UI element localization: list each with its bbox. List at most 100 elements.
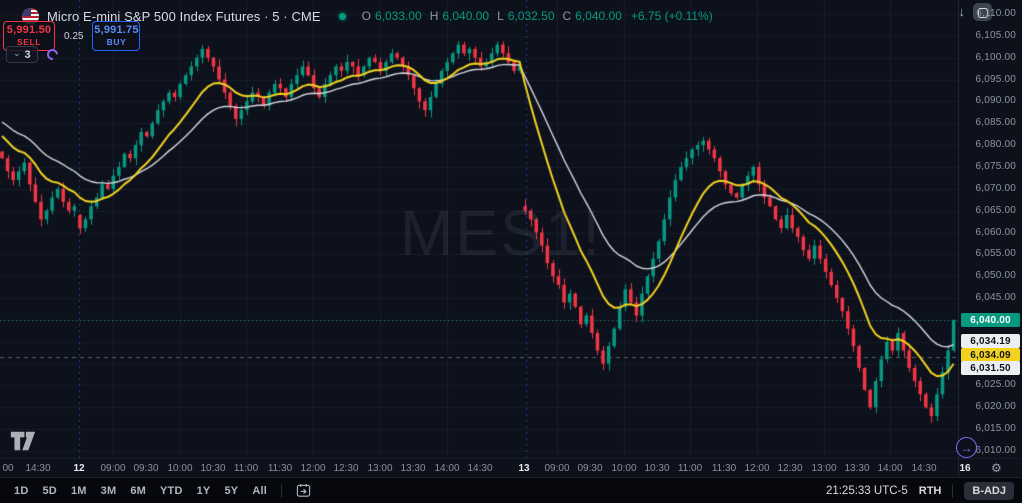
time-tick: 14:30: [467, 463, 493, 474]
sell-price: 5,991.50: [6, 24, 52, 36]
clock-timezone-button[interactable]: 21:25:33 UTC-5: [825, 484, 908, 497]
price-tick: 6,105.00: [975, 29, 1016, 41]
date-tick: 12: [73, 463, 85, 474]
date-tick: 16: [959, 463, 971, 474]
price-tick: 6,025.00: [975, 379, 1016, 391]
buy-label: BUY: [106, 37, 127, 47]
price-tick: 6,020.00: [975, 401, 1016, 413]
range-button-5Y[interactable]: 5Y: [224, 484, 239, 497]
price-tick: 6,065.00: [975, 204, 1016, 216]
pane-controls: ↓: [956, 3, 992, 21]
price-axis[interactable]: ⚙ 6,110.00 6,105.00 6,100.00 6,095.00 6,090.…: [958, 0, 1022, 477]
time-tick: 13:30: [400, 463, 426, 474]
spread-value: 0.25: [64, 30, 84, 42]
time-tick: 11:00: [677, 463, 703, 474]
time-tick: 14:30: [911, 463, 937, 474]
buy-button[interactable]: 5,991.75 BUY: [92, 21, 141, 51]
scroll-to-recent-icon[interactable]: →: [956, 437, 977, 458]
last-price-label: 6,040.00: [961, 313, 1020, 327]
go-to-date-icon[interactable]: [296, 483, 311, 498]
range-selector: 1D 5D 1M 3M 6M YTD 1Y 5Y All: [14, 483, 311, 498]
tradingview-logo[interactable]: [10, 431, 36, 451]
range-button-6M[interactable]: 6M: [130, 484, 146, 497]
time-tick: 09:00: [544, 463, 570, 474]
time-tick: 11:30: [267, 463, 293, 474]
range-button-YTD[interactable]: YTD: [160, 484, 183, 497]
ohlc-values: O 6,033.00 H 6,040.00 L 6,032.50 C 6,040.00 …: [358, 9, 713, 23]
symbol-legend: Micro E-mini S&P 500 Index Futures · 5 ·…: [22, 7, 713, 25]
legend-row2: ⌄ 3: [6, 46, 60, 63]
time-tick: 10:00: [611, 463, 637, 474]
time-tick: 14:00: [434, 463, 460, 474]
time-tick: 12:00: [300, 463, 326, 474]
session-toggle[interactable]: RTH: [918, 484, 942, 497]
ma-label-white: 6,034.19: [961, 334, 1020, 348]
market-status-icon[interactable]: [338, 12, 346, 20]
time-tick: 09:30: [133, 463, 159, 474]
indicator-count: 3: [24, 48, 31, 61]
price-tick: 6,075.00: [975, 160, 1016, 172]
range-button-1Y[interactable]: 1Y: [196, 484, 211, 497]
change-value: +6.75 (+0.11%): [630, 9, 713, 23]
sell-label: SELL: [16, 37, 42, 47]
range-button-3M[interactable]: 3M: [100, 484, 117, 497]
price-tick: 6,090.00: [975, 95, 1016, 107]
replay-icon[interactable]: [44, 46, 60, 63]
open-value: 6,033.00: [374, 9, 422, 23]
candlestick-chart-canvas[interactable]: [0, 0, 958, 459]
buy-price: 5,991.75: [94, 24, 139, 36]
time-tick: 10:00: [167, 463, 193, 474]
maximize-pane-icon[interactable]: [973, 3, 992, 21]
price-tick: 6,080.00: [975, 139, 1016, 151]
symbol-title[interactable]: Micro E-mini S&P 500 Index Futures · 5 ·…: [47, 8, 321, 24]
time-tick: 09:30: [577, 463, 603, 474]
time-tick: 11:00: [233, 463, 259, 474]
price-tick: 6,010.00: [975, 445, 1016, 456]
axis-settings-icon[interactable]: ⚙: [991, 461, 1002, 475]
time-tick: 14:00: [877, 463, 903, 474]
toolbar-divider: [280, 483, 282, 498]
low-value: 6,032.50: [507, 9, 555, 23]
date-tick: 13: [518, 463, 530, 474]
range-button-1M[interactable]: 1M: [70, 484, 87, 497]
price-tick: 6,015.00: [975, 423, 1016, 435]
price-tick: 6,070.00: [975, 182, 1016, 194]
time-tick: 00: [2, 463, 14, 474]
time-tick: 13:00: [811, 463, 837, 474]
time-tick: 10:30: [644, 463, 670, 474]
time-tick: 13:30: [844, 463, 870, 474]
range-button-All[interactable]: All: [252, 484, 267, 497]
time-tick: 12:00: [744, 463, 770, 474]
price-tick: 6,100.00: [975, 51, 1016, 63]
time-tick: 12:30: [777, 463, 803, 474]
high-value: 6,040.00: [442, 9, 490, 23]
price-tick: 6,045.00: [975, 292, 1016, 304]
chevron-down-icon: ⌄: [13, 48, 21, 58]
bottom-toolbar: 1D 5D 1M 3M 6M YTD 1Y 5Y All 21:25:33 UTC-5 RTH …: [0, 477, 1022, 503]
time-tick: 11:30: [711, 463, 737, 474]
time-tick: 10:30: [200, 463, 226, 474]
price-tick: 6,060.00: [975, 226, 1016, 238]
price-tick: 6,110.00: [976, 8, 1016, 19]
price-tick: 6,095.00: [975, 73, 1016, 85]
price-line-label: 6,031.50: [961, 361, 1020, 375]
legend-collapse-button[interactable]: ⌄ 3: [6, 46, 38, 63]
ma-label-yellow: 6,034.09: [961, 348, 1020, 362]
toolbar-divider: [952, 483, 954, 498]
low-label: L: [497, 9, 504, 23]
time-tick: 09:00: [100, 463, 126, 474]
price-tick: 6,050.00: [975, 270, 1016, 282]
price-tick: 6,055.00: [975, 248, 1016, 260]
close-label: C: [562, 9, 572, 23]
move-pane-down-icon[interactable]: ↓: [958, 4, 966, 19]
time-axis[interactable]: 00 14:30 12 09:00 09:30 10:00 10:30 11:00 11:30 1…: [0, 458, 1022, 477]
time-tick: 14:30: [25, 463, 51, 474]
time-tick: 12:30: [333, 463, 359, 474]
high-label: H: [429, 9, 439, 23]
range-button-1D[interactable]: 1D: [14, 484, 29, 497]
open-label: O: [361, 9, 371, 23]
adjustment-toggle[interactable]: B-ADJ: [964, 481, 1014, 500]
range-button-5D[interactable]: 5D: [42, 484, 57, 497]
toolbar-right: 21:25:33 UTC-5 RTH B-ADJ: [825, 481, 1014, 500]
